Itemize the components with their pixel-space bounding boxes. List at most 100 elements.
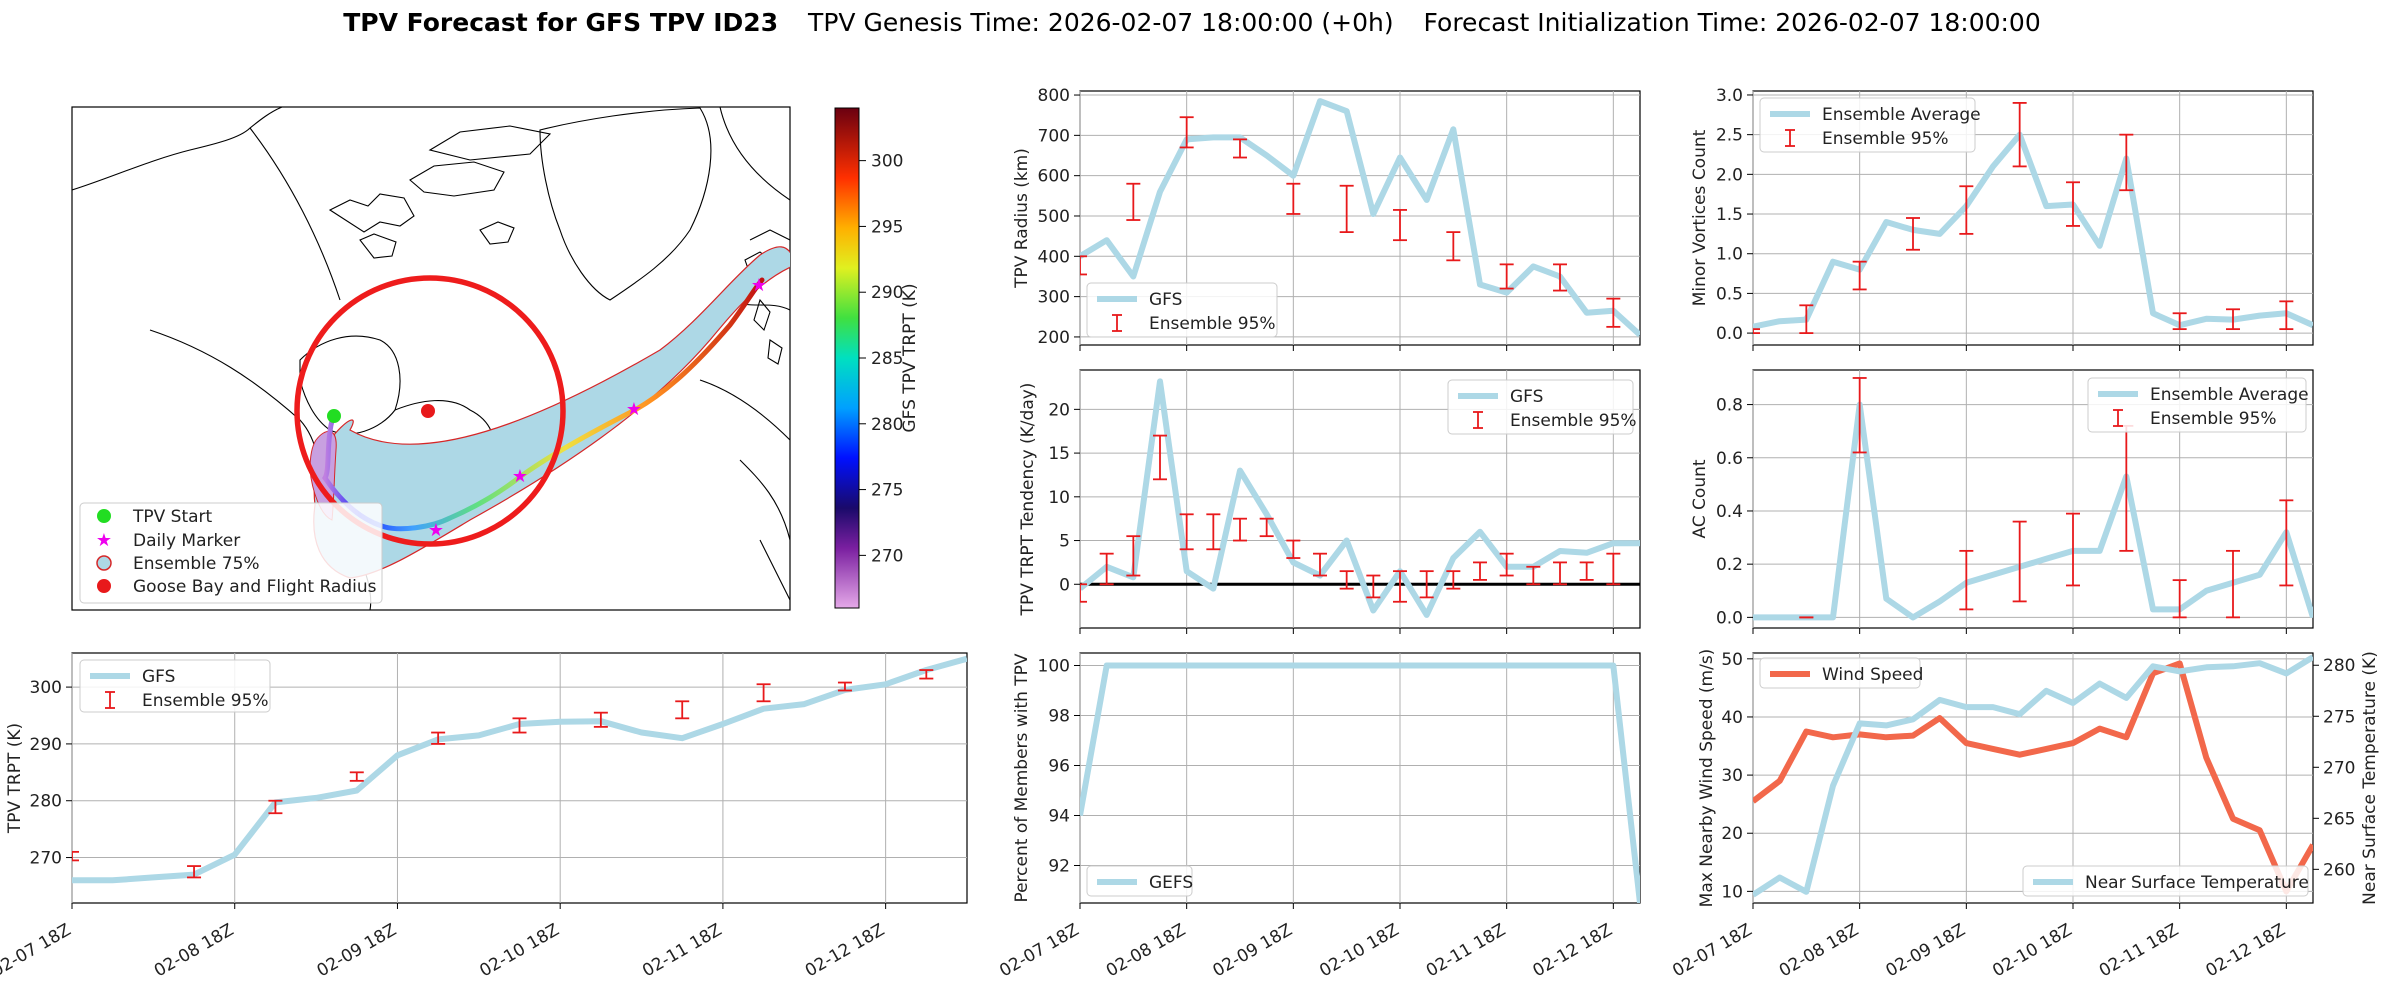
y-tick-label: 0.0: [1716, 324, 1743, 344]
boundary-canada-north: [249, 127, 341, 301]
ensemble-errorbar: [2172, 312, 2187, 331]
series-line-wind-speed: [1753, 660, 2313, 895]
y-tick-label: 0.4: [1716, 502, 1743, 522]
series-line-gefs: [1080, 662, 1640, 903]
chart-legend: GFS Ensemble 95%: [79, 659, 271, 713]
goose-bay-flight-radius: [294, 275, 566, 547]
y-tick-label: 30: [1721, 766, 1743, 786]
chart-legend: Ensemble Average Ensemble 95%: [2087, 377, 2309, 433]
y-tick-label: 300: [1038, 288, 1070, 308]
ensemble-errorbar: [1753, 328, 1760, 334]
y-tick-label: 2.5: [1716, 126, 1743, 146]
legend-label: Ensemble 95%: [1149, 314, 1276, 334]
ensemble-errorbar: [1553, 263, 1567, 292]
chart-legend: Ensemble Average Ensemble 95%: [1759, 97, 1981, 153]
ensemble-errorbar: [1313, 552, 1327, 577]
y-right-tick-label: 260: [2323, 860, 2355, 880]
colorbar-scale: [834, 107, 860, 609]
series-line-ensemble-average: [1753, 131, 2313, 330]
y-right-tick-label: 270: [2323, 758, 2355, 778]
x-tick-label: 02-11 18Z: [639, 920, 725, 981]
map-legend: TPV Start ★ Daily Marker Ensemble 75% Go…: [79, 502, 383, 604]
ensemble-errorbar: [675, 700, 690, 720]
daily-marker: ★: [626, 399, 642, 420]
y-tick-label: 10: [1048, 488, 1070, 508]
y-tick-label: 2.0: [1716, 165, 1743, 185]
coastline-europe: [699, 107, 790, 601]
legend-goose-swatch: [97, 579, 111, 593]
y-tick-label: 280: [30, 792, 62, 812]
coastline-arctic-islands: [328, 125, 552, 259]
ensemble-errorbar: [1366, 574, 1381, 599]
legend-ens75-label: Ensemble 75%: [133, 554, 260, 574]
track-map: ★ ★ ★ ★ TPV Start ★ Daily Marker Ensembl…: [71, 106, 920, 611]
y-tick-label: 500: [1038, 207, 1070, 227]
ensemble-errorbar: [1099, 552, 1114, 586]
colorbar-tick-label: 270: [871, 546, 903, 566]
series-line-ensemble-average: [1753, 401, 2313, 621]
ensemble-errorbar: [1906, 217, 1920, 251]
y-tick-label: 800: [1038, 86, 1070, 106]
chart-tendency: 0 5 10 15 20 TPV TRPT Tendency (K/day) GFS Ense…: [1018, 369, 1641, 634]
y-tick-label: 1.5: [1716, 205, 1743, 225]
ensemble-errorbar: [1233, 138, 1247, 159]
y-right-tick-label: 275: [2323, 707, 2355, 727]
colorbar-tick-label: 290: [871, 283, 903, 303]
y-tick-label: 96: [1048, 757, 1070, 777]
y-axis-label: AC Count: [1690, 459, 1710, 538]
legend-label: Ensemble Average: [1822, 105, 1981, 125]
ensemble-errorbar: [1446, 231, 1461, 262]
legend-label: Ensemble 95%: [1510, 411, 1637, 431]
y-tick-label: 0.8: [1716, 396, 1743, 416]
chart-legend: GFS Ensemble 95%: [1447, 379, 1637, 435]
ensemble-errorbar: [187, 865, 202, 879]
x-tick-label: 02-11 18Z: [1423, 920, 1509, 981]
plot-area: [1752, 652, 2314, 904]
y-axis-label: Minor Vortices Count: [1690, 129, 1710, 306]
y-tick-label: 290: [30, 735, 62, 755]
ensemble-errorbar: [1473, 561, 1487, 581]
ensemble-errorbar: [1799, 304, 1814, 334]
ensemble-errorbar: [2279, 499, 2294, 587]
y-tick-label: 0.6: [1716, 449, 1743, 469]
legend-daily-label: Daily Marker: [133, 531, 240, 551]
y-axis-label: Percent of Members with TPV: [1012, 653, 1032, 902]
x-tick-label: 02-12 18Z: [2203, 920, 2289, 981]
y-axis-label: TPV TRPT (K): [5, 723, 25, 834]
plot-area: [1079, 652, 1641, 904]
chart-trpt: 02-07 18Z 02-08 18Z 02-09 18Z 02-10 18Z 02-1…: [0, 652, 968, 981]
y-tick-label: 1.0: [1716, 245, 1743, 265]
x-tick-label: 02-08 18Z: [1776, 920, 1862, 981]
ensemble-errorbar: [1153, 434, 1167, 481]
y-tick-label: 700: [1038, 126, 1070, 146]
ensemble-errorbar: [1080, 255, 1087, 276]
daily-marker: ★: [428, 520, 444, 541]
series-line-near-surface-temperature: [1753, 654, 2313, 898]
tpv-start-marker: [327, 409, 341, 423]
y-tick-label: 300: [30, 678, 62, 698]
y-tick-label: 98: [1048, 707, 1070, 727]
y-tick-label: 15: [1048, 444, 1070, 464]
ensemble-errorbar: [2279, 300, 2294, 331]
ensemble-errorbar: [919, 669, 934, 680]
ensemble-errorbar: [2012, 520, 2027, 603]
title-init: Forecast Initialization Time: 2026-02-07…: [1424, 8, 2041, 37]
legend-label: GFS: [1149, 290, 1182, 310]
x-tick-label: 02-12 18Z: [1530, 920, 1616, 981]
daily-marker: ★: [751, 275, 767, 296]
y-tick-label: 40: [1721, 708, 1743, 728]
legend-goose-label: Goose Bay and Flight Radius: [133, 577, 377, 597]
ensemble-errorbar: [1606, 552, 1621, 586]
series-group: [72, 655, 967, 884]
ensemble-errorbar: [1339, 184, 1354, 234]
x-tick-label: 02-08 18Z: [151, 920, 237, 981]
series-group: [1080, 662, 1640, 903]
ensemble-errorbar: [2172, 579, 2187, 619]
legend-frame: [1759, 97, 1976, 153]
ensemble-errorbar: [1499, 552, 1514, 577]
y-tick-label: 5: [1059, 532, 1070, 552]
legend-start-label: TPV Start: [132, 507, 213, 527]
legend-daily-swatch: ★: [96, 530, 112, 551]
ensemble-errorbar: [2226, 549, 2240, 619]
